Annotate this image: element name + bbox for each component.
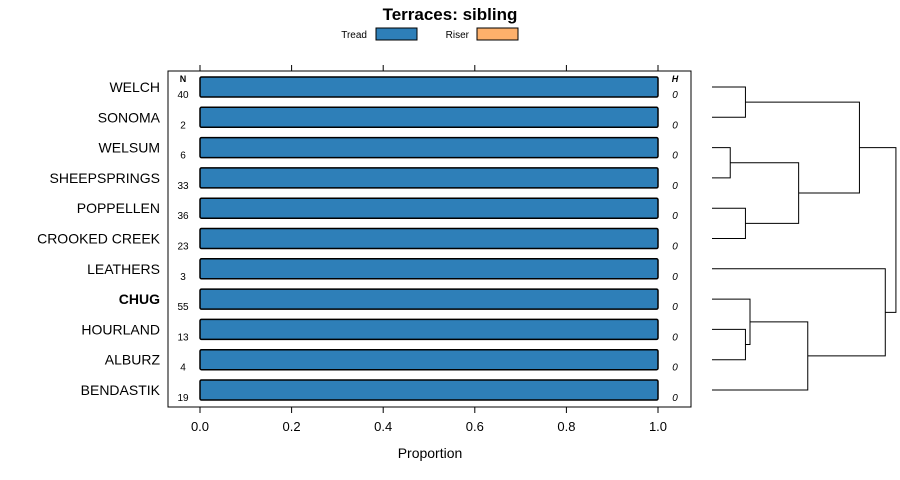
plot-frame (167, 70, 692, 408)
legend: Tread Riser (341, 27, 519, 41)
dendrogram-link (712, 207, 746, 239)
dendrogram-link (712, 147, 731, 179)
x-tick-label: 0.6 (466, 419, 484, 434)
dendrogram-link (730, 162, 800, 224)
row-label: SHEEPSPRINGS (50, 170, 160, 186)
chart-title: Terraces: sibling (383, 5, 518, 24)
h-value: 0 (672, 120, 678, 131)
x-axis-label: Proportion (398, 445, 463, 461)
bar-tread (199, 167, 659, 189)
row-label: HOURLAND (81, 321, 160, 337)
bar-tread (199, 227, 659, 250)
bar-tread (199, 288, 659, 310)
n-value: 23 (177, 242, 189, 253)
n-value: 55 (177, 302, 189, 313)
n-value: 36 (177, 211, 189, 222)
dendrogram (712, 86, 897, 391)
n-value: 19 (177, 393, 189, 404)
n-value: 33 (177, 181, 189, 192)
h-value: 0 (672, 90, 678, 101)
h-value: 0 (672, 242, 678, 253)
bar-tread (199, 136, 659, 159)
h-value: 0 (672, 181, 678, 192)
dendrogram-link (712, 86, 746, 118)
bar-tread (199, 197, 659, 219)
h-value: 0 (672, 302, 678, 313)
row-label: POPPELLEN (77, 200, 160, 216)
legend-swatch-riser (476, 27, 519, 41)
bar-tread (199, 76, 659, 98)
legend-swatch-tread (375, 27, 418, 41)
dendrogram-link (712, 268, 886, 357)
bar-tread (199, 258, 659, 280)
row-label: BENDASTIK (81, 382, 161, 398)
n-value: 3 (180, 272, 186, 283)
h-value: 0 (672, 211, 678, 222)
n-value: 6 (180, 151, 186, 162)
n-header: N (180, 74, 187, 84)
legend-label-riser: Riser (446, 30, 470, 41)
x-tick-label: 0.4 (374, 419, 392, 434)
dendrogram-link (745, 101, 860, 194)
row-label: ALBURZ (105, 352, 161, 368)
dendrogram-link (712, 321, 809, 391)
dendrogram-link (859, 147, 897, 313)
row-label: SONOMA (98, 109, 161, 125)
bar-tread (199, 106, 659, 129)
n-value: 13 (177, 332, 189, 343)
axes: 0.0 0.2 0.4 0.6 0.8 1.0 (191, 65, 667, 434)
n-value: 40 (177, 90, 189, 101)
bar-tread (199, 379, 659, 401)
dendrogram-link (712, 328, 746, 361)
n-value: 2 (180, 120, 186, 131)
bar-tread (199, 348, 659, 371)
row-label: LEATHERS (87, 261, 160, 277)
row-label: CROOKED CREEK (37, 231, 161, 247)
legend-label-tread: Tread (341, 30, 367, 41)
dendrogram-link (712, 298, 751, 346)
x-tick-label: 0.0 (191, 419, 209, 434)
h-header: H (672, 74, 679, 84)
x-tick-label: 0.8 (557, 419, 575, 434)
x-tick-label: 0.2 (283, 419, 301, 434)
x-tick-label: 1.0 (649, 419, 667, 434)
row-label: WELSUM (99, 140, 160, 156)
h-value: 0 (672, 332, 678, 343)
row-label: CHUG (119, 291, 160, 307)
bar-tread (199, 318, 659, 341)
h-value: 0 (672, 393, 678, 404)
h-value: 0 (672, 151, 678, 162)
h-value: 0 (672, 272, 678, 283)
n-value: 4 (180, 363, 186, 374)
h-value: 0 (672, 363, 678, 374)
row-label: WELCH (109, 79, 160, 95)
